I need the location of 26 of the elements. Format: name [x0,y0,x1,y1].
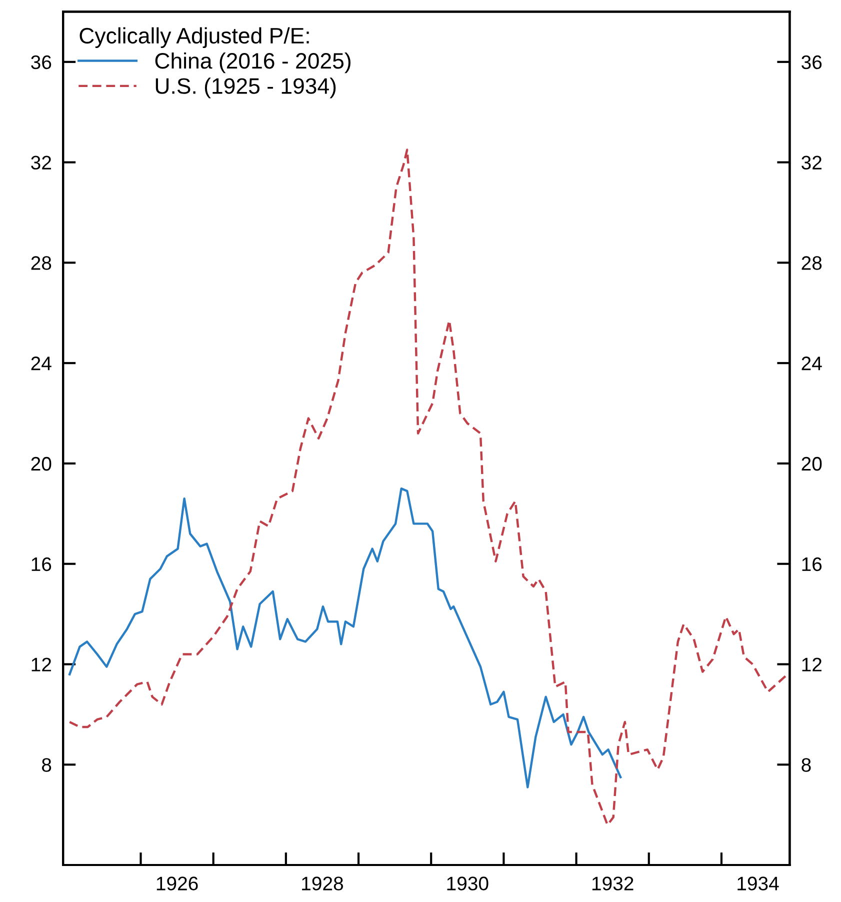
line-series [68,487,622,788]
y2-tick-label: 28 [802,256,822,270]
x-tick-label: 1926 [156,876,198,890]
x-tick-label: 1930 [447,876,488,890]
y-tick-label: 8 [42,758,52,772]
y-tick-label: 12 [32,658,51,672]
y-tick-label: 24 [31,356,52,370]
y2-tick-label: 24 [802,356,822,370]
y2-tick-label: 12 [802,658,822,672]
y-tick-label: 32 [31,156,51,170]
y2-tick-label: 16 [802,557,822,572]
y-tick-label: 28 [31,256,52,270]
y2-tick-label: 20 [802,456,822,471]
x-tick-label: 1932 [592,876,634,890]
y-tick-label: 36 [31,55,52,70]
y-tick-label: 20 [31,456,52,471]
legend-title: Cyclically Adjusted P/E: [80,27,309,48]
x-tick-label: 1934 [738,876,779,890]
line-series [68,148,789,826]
legend-label: U.S. (1925 - 1934) [156,78,336,98]
y2-tick-label: 8 [802,758,811,772]
y2-tick-label: 36 [802,55,822,70]
legend-label: China (2016 - 2025) [155,52,350,74]
y-tick-label: 16 [32,557,52,572]
y2-tick-label: 32 [802,156,822,170]
x-tick-label: 1928 [302,876,344,890]
